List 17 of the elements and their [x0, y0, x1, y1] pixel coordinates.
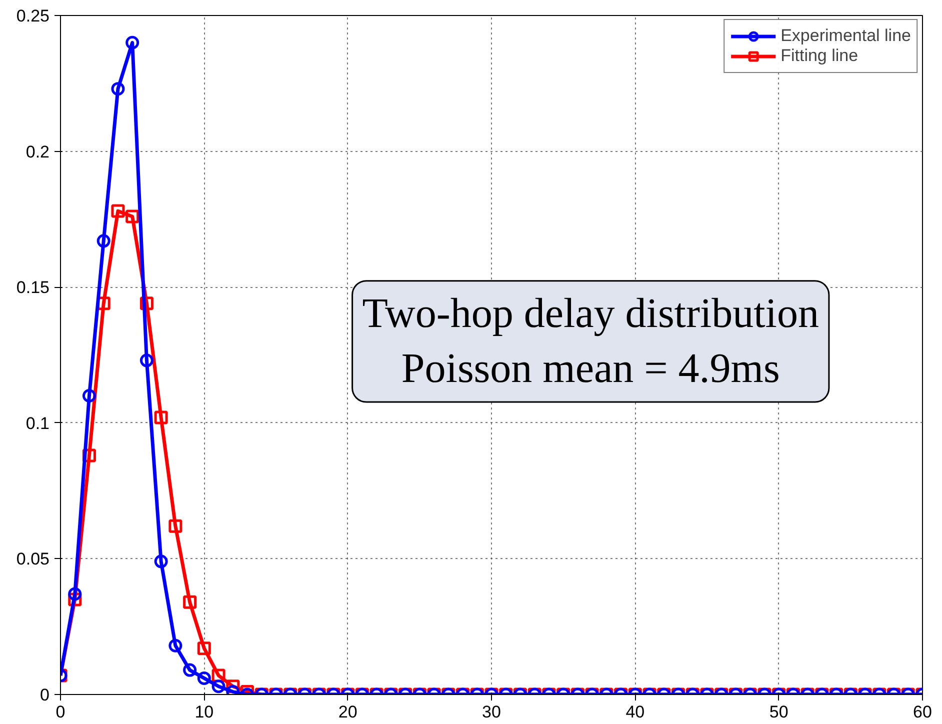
x-tick-label: 40 — [626, 702, 645, 722]
x-tick-label: 10 — [194, 702, 214, 722]
x-tick-label: 50 — [769, 702, 788, 722]
legend-label: Fitting line — [780, 46, 858, 66]
y-tick-label: 0.1 — [26, 414, 50, 433]
y-tick-label: 0.2 — [26, 142, 50, 162]
y-tick-label: 0 — [40, 686, 50, 704]
x-tick-label: 30 — [482, 702, 501, 722]
y-tick-label: 0.15 — [16, 278, 50, 298]
x-tick-label: 0 — [56, 702, 66, 722]
x-tick-label: 20 — [338, 702, 358, 722]
legend-label: Experimental line — [780, 26, 911, 46]
y-tick-label: 0.25 — [16, 6, 50, 26]
annotation: Poisson mean = 4.9ms — [401, 346, 780, 392]
x-tick-label: 60 — [913, 702, 932, 722]
annotation: Two-hop delay distribution — [362, 290, 819, 337]
y-tick-label: 0.05 — [16, 550, 50, 569]
